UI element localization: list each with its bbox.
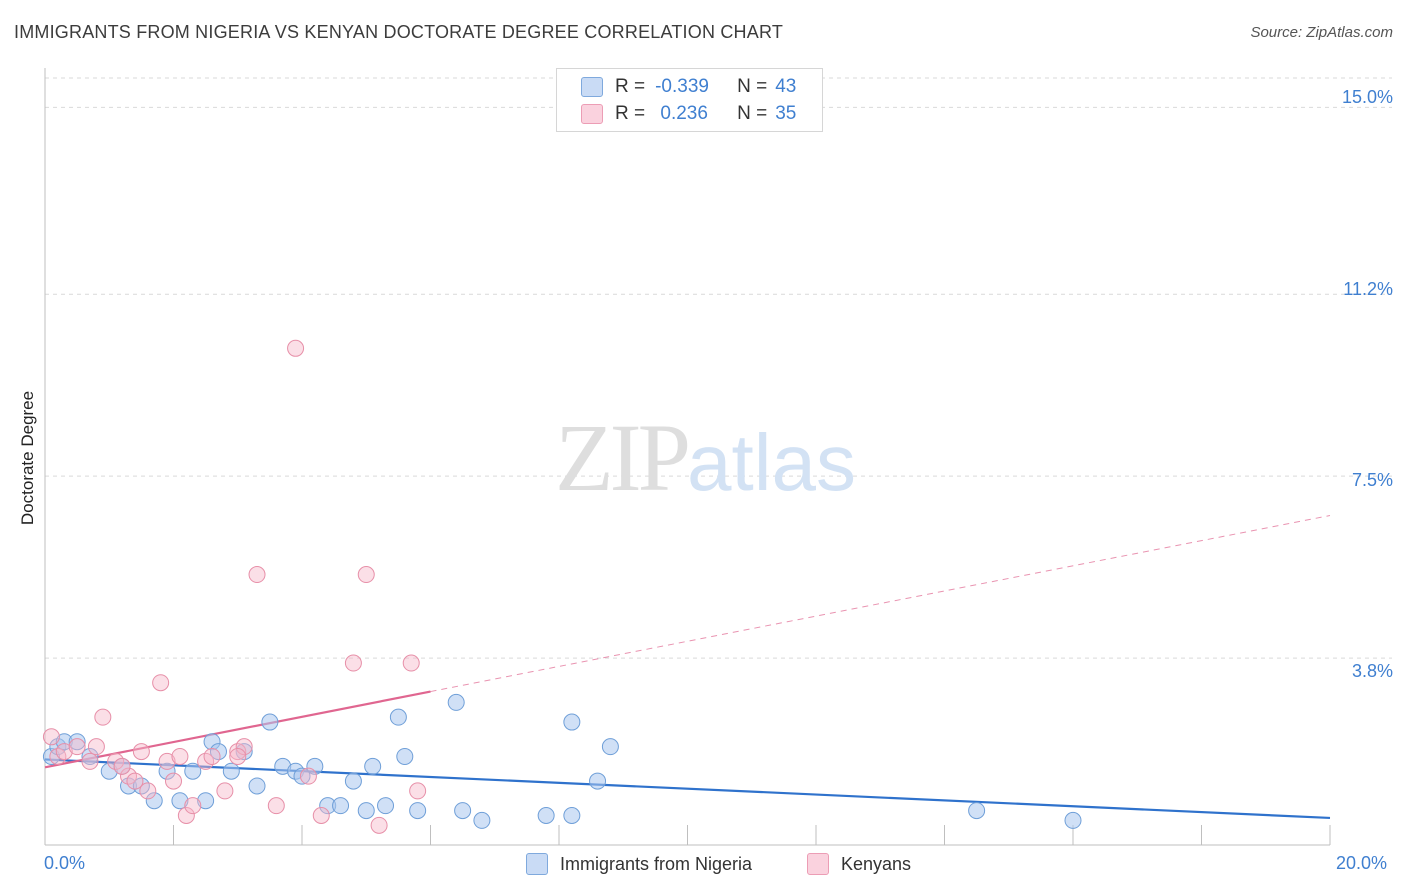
series-label-nigeria: Immigrants from Nigeria: [560, 853, 753, 874]
series-label-kenyans: Kenyans: [841, 853, 912, 874]
point-nigeria: [389, 708, 407, 726]
point-kenyans: [152, 674, 170, 692]
point-kenyans: [344, 654, 362, 672]
point-kenyans: [139, 782, 157, 800]
point-nigeria: [601, 738, 619, 756]
point-nigeria: [306, 757, 324, 775]
point-kenyans: [177, 806, 195, 824]
point-nigeria: [377, 797, 395, 815]
point-kenyans: [267, 797, 285, 815]
point-nigeria: [409, 802, 427, 820]
source-label: Source: ZipAtlas.com: [1250, 24, 1393, 41]
point-kenyans: [299, 767, 317, 785]
point-nigeria: [184, 762, 202, 780]
x-tick-label-0: 0.0%: [44, 853, 86, 873]
point-kenyans: [158, 752, 176, 770]
point-kenyans: [357, 566, 375, 584]
legend-n-label: N =: [737, 103, 768, 124]
point-nigeria: [145, 792, 163, 810]
point-kenyans: [203, 747, 221, 765]
point-kenyans: [248, 566, 266, 584]
stats-legend: R = -0.339 N = 43 R = 0.236 N = 35: [556, 68, 823, 132]
point-nigeria: [1064, 811, 1082, 829]
chart-title: IMMIGRANTS FROM NIGERIA VS KENYAN DOCTOR…: [14, 22, 784, 42]
series-legend-nigeria: Immigrants from Nigeria: [526, 852, 752, 876]
legend-r-value: 0.236: [655, 103, 708, 124]
y-tick-label-11-2: 11.2%: [1343, 279, 1393, 299]
legend-n-value: 35: [775, 103, 797, 124]
y-tick-label-3-8: 3.8%: [1351, 661, 1393, 681]
point-kenyans: [171, 747, 189, 765]
trend-line-kenyans: [44, 690, 431, 769]
point-kenyans: [370, 816, 388, 834]
point-kenyans: [126, 772, 144, 790]
watermark-zip: ZIP: [555, 404, 691, 511]
watermark: ZIPatlas: [555, 402, 856, 513]
legend-r-label: R =: [615, 76, 646, 97]
point-kenyans: [409, 782, 427, 800]
y-tick-label-7-5: 7.5%: [1351, 470, 1393, 490]
point-kenyans: [81, 752, 99, 770]
point-kenyans: [55, 743, 73, 761]
point-nigeria: [447, 693, 465, 711]
point-kenyans: [235, 738, 253, 756]
trend-line-nigeria: [44, 758, 1331, 820]
point-kenyans: [87, 738, 105, 756]
series-swatch-blue: [526, 853, 548, 875]
point-nigeria: [171, 792, 189, 810]
legend-row-kenyans: R = 0.236 N = 35: [581, 102, 796, 126]
point-nigeria: [261, 713, 279, 731]
point-kenyans: [94, 708, 112, 726]
point-nigeria: [454, 802, 472, 820]
point-kenyans: [216, 782, 234, 800]
point-kenyans: [229, 747, 247, 765]
point-kenyans: [132, 743, 150, 761]
point-kenyans: [312, 806, 330, 824]
series-legend-kenyans: Kenyans: [807, 852, 911, 876]
point-kenyans: [287, 339, 305, 357]
point-kenyans: [402, 654, 420, 672]
point-kenyans: [68, 738, 86, 756]
legend-swatch-blue: [581, 77, 603, 97]
point-nigeria: [81, 747, 99, 765]
trend-line-kenyans-extension: [430, 515, 1331, 693]
point-nigeria: [364, 757, 382, 775]
point-nigeria: [563, 713, 581, 731]
legend-r-label: R =: [615, 103, 646, 124]
y-tick-label-15: 15.0%: [1341, 87, 1393, 107]
point-nigeria: [589, 772, 607, 790]
point-nigeria: [293, 767, 311, 785]
legend-swatch-pink: [581, 104, 603, 124]
y-axis-label: Doctorate Degree: [18, 390, 37, 526]
series-swatch-pink: [807, 853, 829, 875]
point-nigeria: [332, 797, 350, 815]
point-kenyans: [184, 797, 202, 815]
point-nigeria: [473, 811, 491, 829]
point-nigeria: [537, 806, 555, 824]
point-nigeria: [396, 747, 414, 765]
point-kenyans: [113, 757, 131, 775]
x-tick-label-20: 20.0%: [1336, 853, 1388, 873]
point-kenyans: [165, 772, 182, 790]
point-kenyans: [42, 728, 60, 746]
point-nigeria: [344, 772, 362, 790]
legend-r-value: -0.339: [655, 76, 709, 97]
legend-n-label: N =: [737, 76, 768, 97]
watermark-atlas: atlas: [687, 418, 856, 507]
point-nigeria: [158, 762, 176, 780]
point-nigeria: [68, 733, 86, 751]
point-nigeria: [222, 762, 240, 780]
point-nigeria: [968, 802, 986, 820]
point-nigeria: [357, 802, 375, 820]
legend-row-nigeria: R = -0.339 N = 43: [581, 75, 796, 99]
legend-n-value: 43: [775, 76, 797, 97]
point-nigeria: [197, 792, 215, 810]
point-nigeria: [248, 777, 266, 795]
point-nigeria: [563, 806, 581, 824]
